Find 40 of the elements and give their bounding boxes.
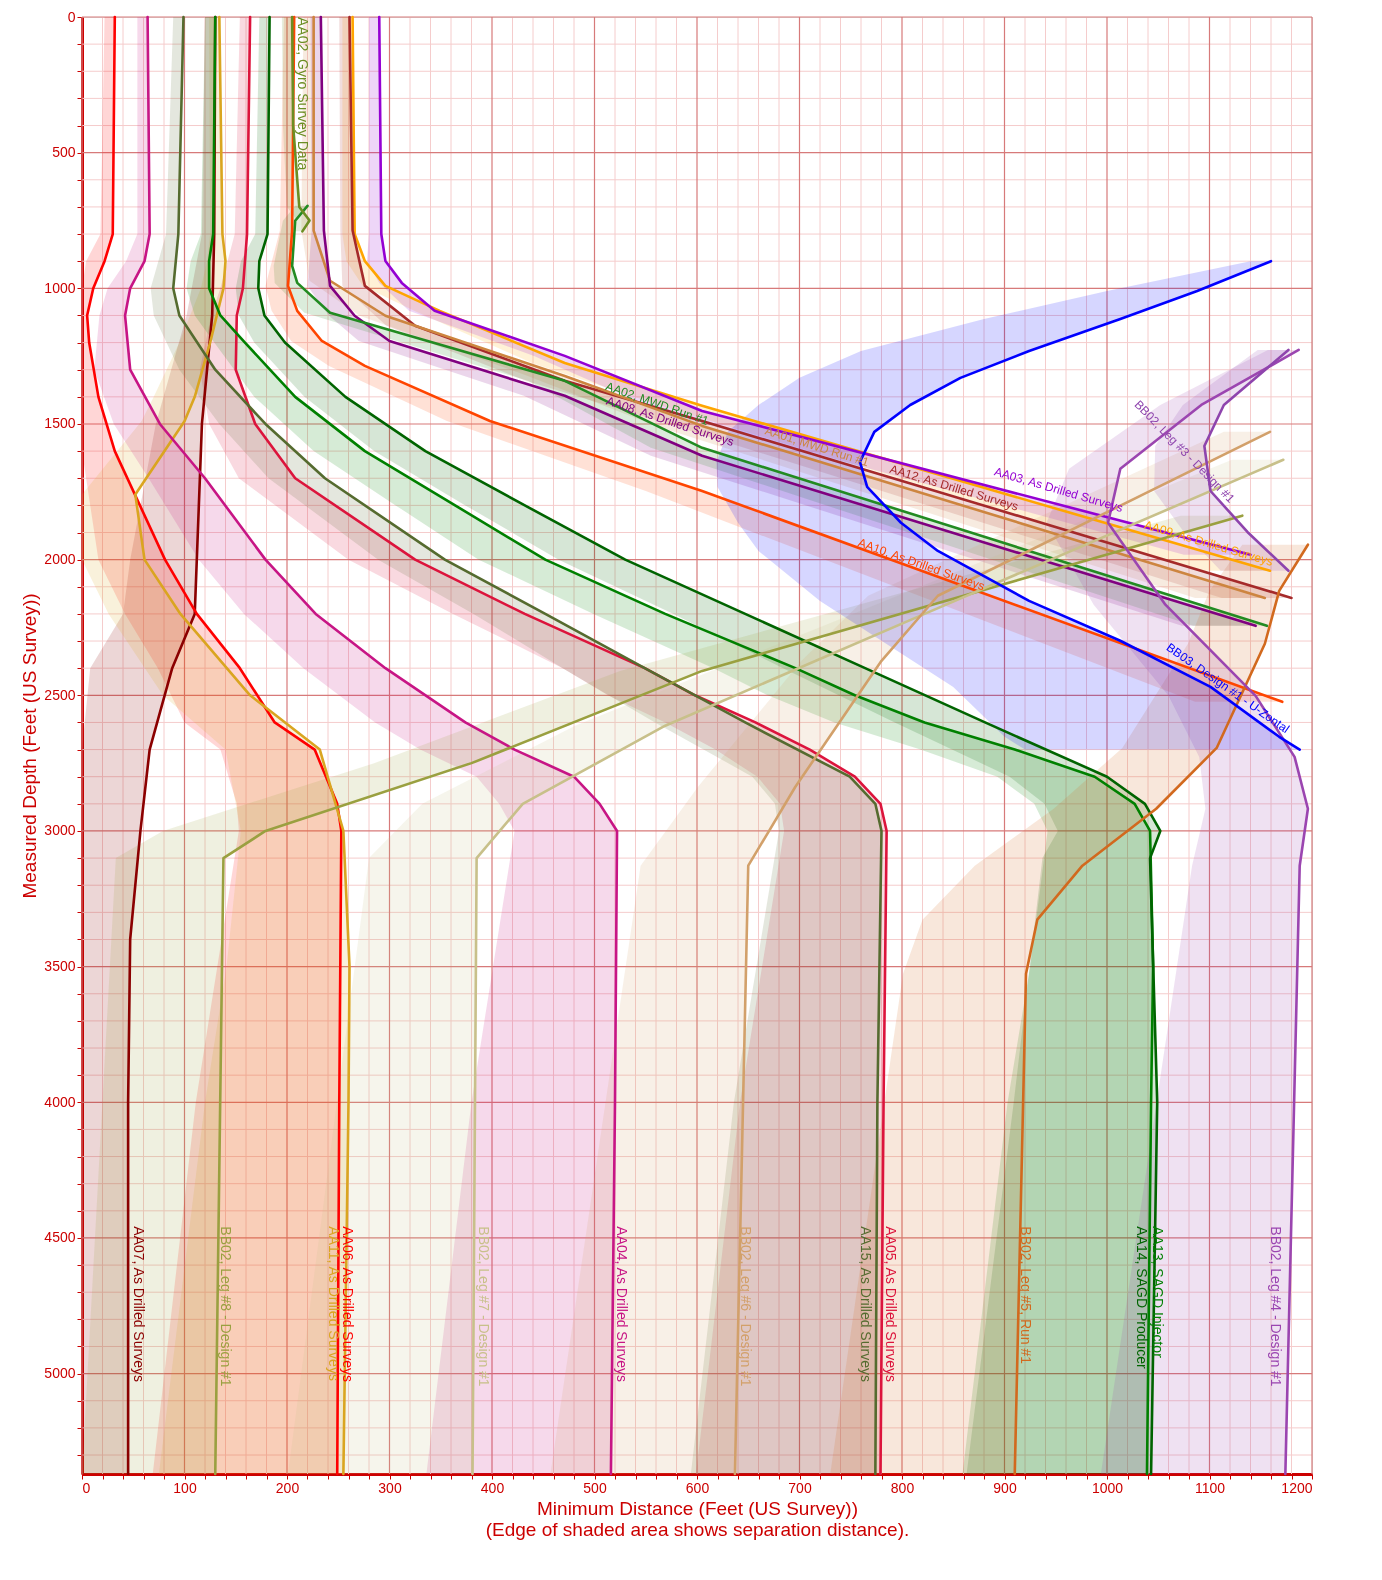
text: BB02, Leg #8 - Design #1 — [218, 1226, 235, 1387]
x-tick-label: 1200 — [1281, 1479, 1313, 1496]
x-tick-label: 400 — [480, 1479, 505, 1496]
y-tick-label: 3000 — [44, 822, 76, 839]
x-tick-label: 300 — [378, 1479, 402, 1496]
x-axis-title: Minimum Distance (Feet (US Survey)) — [537, 1497, 858, 1519]
text: AA14, SAGD Producer — [1134, 1226, 1151, 1370]
text: AA15, As Drilled Surveys — [858, 1226, 875, 1382]
y-tick-label: 2500 — [44, 686, 76, 703]
x-tick-label: 500 — [583, 1479, 607, 1496]
x-tick-label: 1000 — [1091, 1479, 1124, 1496]
x-tick-label: 0 — [82, 1479, 91, 1496]
y-tick-label: 500 — [52, 144, 76, 161]
y-tick-label: 4000 — [44, 1093, 76, 1110]
x-tick-label: 800 — [890, 1479, 915, 1496]
y-axis-title: Measured Depth (Feet (US Survey)) — [19, 593, 41, 899]
text: AA06, As Drilled Surveys — [340, 1226, 357, 1382]
text: (Edge of shaded area shows separation distance). — [485, 1518, 910, 1540]
text: AA04, As Drilled Surveys — [613, 1226, 630, 1382]
x-tick-label: 900 — [993, 1479, 1017, 1496]
y-tick-label: 3500 — [44, 958, 76, 975]
x-tick-label: 700 — [788, 1479, 812, 1496]
text: AA02, Gyro Survey Data — [295, 17, 312, 171]
text: AA09, As Drilled Surveys — [1142, 517, 1275, 569]
x-tick-label: 1100 — [1194, 1479, 1226, 1496]
y-tick-label: 5000 — [44, 1365, 76, 1382]
text: BB02, Leg #4 - Design #1 — [1268, 1226, 1285, 1387]
x-tick-label: 600 — [685, 1479, 710, 1496]
y-tick-label: 1000 — [44, 279, 76, 296]
text: BB02, Leg #7 - Design #1 — [475, 1226, 492, 1387]
text: AA13, SAGD Injector — [1149, 1226, 1166, 1359]
y-tick-label: 1500 — [44, 415, 76, 432]
text: AA07, As Drilled Surveys — [131, 1226, 148, 1382]
y-tick-label: 4500 — [44, 1229, 76, 1246]
x-tick-label: 200 — [275, 1479, 300, 1496]
text: AA01, MWD Run #1 — [763, 423, 871, 470]
y-tick-label: 2000 — [44, 551, 76, 568]
y-tick-label: 0 — [67, 8, 76, 25]
x-tick-label: 100 — [173, 1479, 197, 1496]
text: AA05, As Drilled Surveys — [883, 1226, 900, 1382]
